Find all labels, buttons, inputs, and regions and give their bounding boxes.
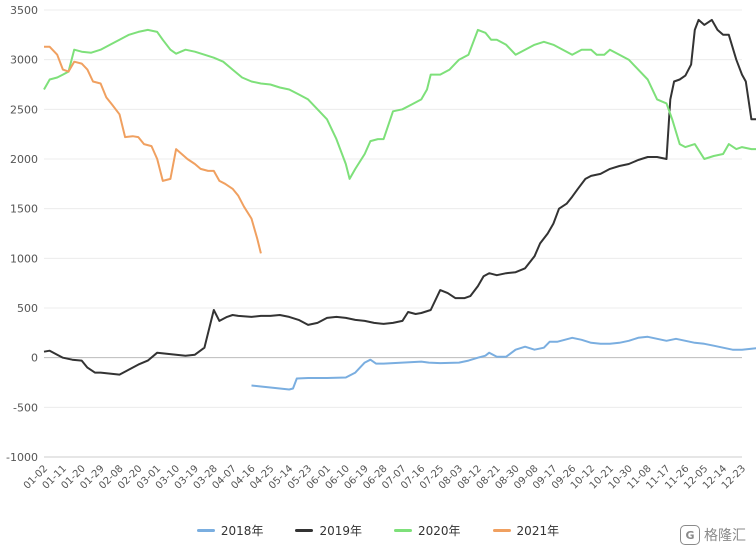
legend-swatch <box>493 529 511 532</box>
legend-item[interactable]: 2019年 <box>295 522 362 539</box>
series-lines <box>44 20 756 390</box>
legend-label: 2018年 <box>221 522 264 539</box>
y-tick-label: 0 <box>31 352 38 365</box>
axes: 3500300025002000150010005000-500-100001-… <box>6 4 748 492</box>
legend-label: 2020年 <box>418 522 461 539</box>
legend-item[interactable]: 2020年 <box>394 522 461 539</box>
legend: 2018年 2019年 2020年 2021年 <box>0 518 756 542</box>
y-tick-label: 500 <box>17 302 38 315</box>
y-tick-label: 3000 <box>10 54 38 67</box>
y-tick-label: 3500 <box>10 4 38 17</box>
y-tick-label: -500 <box>13 401 38 414</box>
legend-item[interactable]: 2021年 <box>493 522 560 539</box>
y-tick-label: 1500 <box>10 203 38 216</box>
y-tick-label: 2000 <box>10 153 38 166</box>
legend-swatch <box>197 529 215 532</box>
legend-swatch <box>394 529 412 532</box>
grid-lines <box>44 10 742 457</box>
legend-label: 2021年 <box>517 522 560 539</box>
series-line-0 <box>252 337 756 390</box>
watermark: G 格隆汇 <box>680 525 746 545</box>
y-tick-label: 2500 <box>10 103 38 116</box>
legend-label: 2019年 <box>319 522 362 539</box>
series-line-3 <box>44 47 261 254</box>
legend-swatch <box>295 529 313 532</box>
y-tick-label: 1000 <box>10 252 38 265</box>
series-line-1 <box>44 20 756 375</box>
y-tick-label: -1000 <box>6 451 38 464</box>
watermark-text: 格隆汇 <box>704 525 746 545</box>
legend-item[interactable]: 2018年 <box>197 522 264 539</box>
logo-icon: G <box>680 525 700 545</box>
